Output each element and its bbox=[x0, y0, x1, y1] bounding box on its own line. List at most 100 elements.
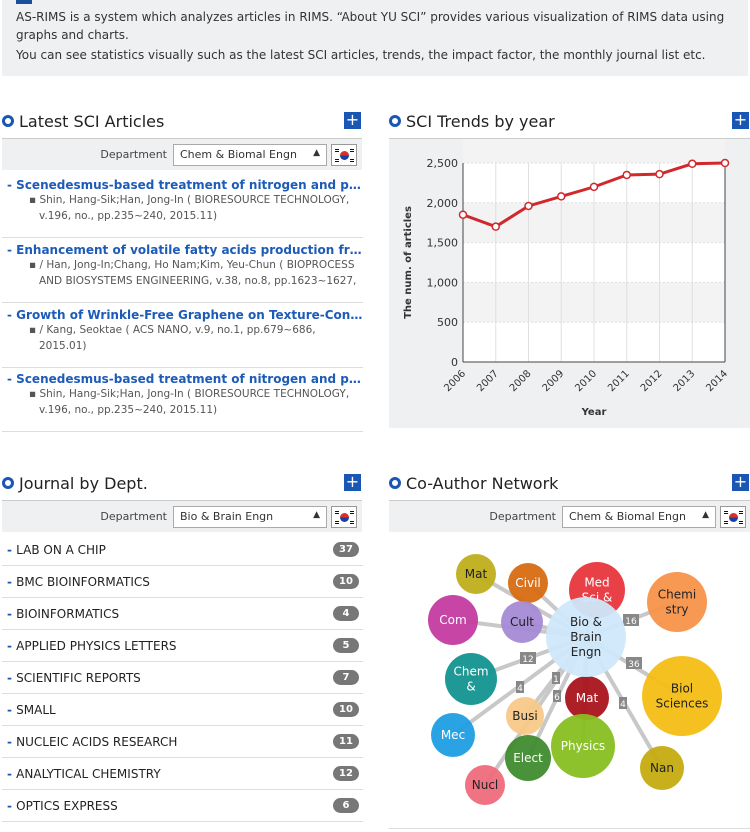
data-point[interactable] bbox=[688, 159, 697, 169]
intro-banner: AS-RIMS is a system which analyzes artic… bbox=[2, 0, 748, 76]
expand-plus-icon[interactable]: + bbox=[344, 110, 361, 129]
svg-text:4: 4 bbox=[517, 684, 523, 694]
expand-plus-icon[interactable]: + bbox=[732, 110, 749, 129]
network-node[interactable]: Mat bbox=[456, 554, 496, 594]
department-filter: Department Bio & Brain Engn ▲ bbox=[2, 500, 362, 532]
article-title-link[interactable]: Scenedesmus-based treatment of nitrogen … bbox=[7, 178, 363, 192]
article-meta: ▪ Shin, Hang-Sik;Han, Jong-In ( BIORESOU… bbox=[29, 194, 350, 222]
intro-line-2: You can see statistics visually such as … bbox=[16, 48, 706, 62]
edge-weight-label: 4 bbox=[516, 681, 524, 694]
data-point[interactable] bbox=[491, 222, 500, 231]
journal-count-badge: 10 bbox=[333, 702, 359, 717]
network-node[interactable]: Mec bbox=[431, 713, 475, 757]
journal-name: NUCLEIC ACIDS RESEARCH bbox=[7, 735, 333, 749]
svg-text:6: 6 bbox=[554, 693, 560, 703]
data-point[interactable] bbox=[557, 192, 566, 201]
department-select[interactable]: Chem & Biomal Engn ▲ bbox=[173, 143, 327, 166]
journal-name: BIOINFORMATICS bbox=[7, 607, 333, 621]
svg-text:36: 36 bbox=[628, 660, 640, 670]
korean-flag-icon[interactable] bbox=[720, 505, 746, 528]
y-tick-label: 2,500 bbox=[427, 157, 459, 170]
network-node-label: Chemi bbox=[658, 588, 696, 602]
journal-count-badge: 4 bbox=[333, 606, 359, 621]
x-tick-label: 2006 bbox=[442, 368, 468, 394]
data-point[interactable] bbox=[589, 182, 599, 192]
article-item: Enhancement of volatile fatty acids prod… bbox=[2, 243, 363, 303]
data-point[interactable] bbox=[458, 210, 468, 219]
network-node[interactable]: Nucl bbox=[465, 765, 505, 805]
network-node[interactable]: Elect bbox=[505, 735, 551, 781]
expand-plus-icon[interactable]: + bbox=[732, 472, 749, 491]
korean-flag-icon[interactable] bbox=[331, 143, 357, 166]
journal-count-badge: 10 bbox=[333, 574, 359, 589]
network-node[interactable]: Chem& bbox=[445, 653, 497, 705]
latest-articles-title: Latest SCI Articles bbox=[2, 110, 164, 132]
data-point[interactable] bbox=[622, 170, 631, 180]
network-node-label: Mec bbox=[441, 728, 465, 742]
svg-text:1: 1 bbox=[553, 675, 559, 685]
panel-title-text: Journal by Dept. bbox=[19, 473, 148, 493]
svg-text:12: 12 bbox=[522, 655, 533, 665]
x-tick-label: 2009 bbox=[541, 368, 567, 394]
department-select-value: Chem & Biomal Engn bbox=[180, 147, 297, 161]
network-node[interactable]: Physics bbox=[551, 714, 615, 778]
article-title-link[interactable]: Enhancement of volatile fatty acids prod… bbox=[7, 243, 363, 257]
network-node-label: Med bbox=[584, 576, 609, 590]
x-tick-label: 2012 bbox=[639, 368, 665, 394]
network-panel: Co-Author Network + Department Chem & Bi… bbox=[389, 472, 750, 832]
network-node[interactable]: Busi bbox=[506, 697, 544, 735]
department-select[interactable]: Chem & Biomal Engn ▲ bbox=[562, 505, 716, 528]
data-point[interactable] bbox=[524, 201, 533, 211]
article-title-link[interactable]: Scenedesmus-based treatment of nitrogen … bbox=[7, 372, 363, 386]
network-node[interactable]: Cult bbox=[501, 601, 543, 643]
y-axis-title: The num. of articles bbox=[403, 206, 414, 319]
journal-count-badge: 7 bbox=[333, 670, 359, 685]
expand-plus-icon[interactable]: + bbox=[344, 472, 361, 491]
select-arrows-icon: ▲ bbox=[313, 509, 320, 520]
article-title-link[interactable]: Growth of Wrinkle-Free Graphene on Textu… bbox=[7, 308, 363, 322]
journal-name: LAB ON A CHIP bbox=[7, 543, 333, 557]
network-node-label: Mat bbox=[465, 567, 488, 581]
data-point[interactable] bbox=[655, 169, 664, 179]
data-point[interactable] bbox=[720, 158, 730, 168]
network-node-label: Com bbox=[439, 613, 466, 627]
select-arrows-icon: ▲ bbox=[702, 509, 709, 520]
network-node[interactable]: Civil bbox=[508, 563, 548, 603]
panel-title-text: Co-Author Network bbox=[406, 473, 559, 493]
journal-name: OPTICS EXPRESS bbox=[7, 799, 333, 813]
network-node[interactable]: Nan bbox=[640, 746, 684, 790]
x-axis-title: Year bbox=[581, 407, 607, 418]
x-tick-label: 2008 bbox=[508, 368, 534, 394]
network-title: Co-Author Network bbox=[389, 472, 558, 494]
y-tick-label: 1,000 bbox=[427, 276, 459, 289]
department-label: Department bbox=[489, 510, 556, 523]
journal-count-badge: 37 bbox=[333, 542, 359, 557]
x-tick-label: 2014 bbox=[704, 368, 730, 394]
svg-text:4: 4 bbox=[620, 700, 626, 710]
network-graph-area: 16 12 36 4 4 1 6 Mat Civil Med Sci & Chemi stry Com Cu… bbox=[389, 532, 750, 829]
korean-flag-icon[interactable] bbox=[331, 505, 357, 528]
journal-name: ANALYTICAL CHEMISTRY bbox=[7, 767, 333, 781]
network-node-label: Engn bbox=[571, 645, 601, 659]
network-node-label: Cult bbox=[510, 615, 534, 629]
department-select[interactable]: Bio & Brain Engn ▲ bbox=[173, 505, 327, 528]
x-tick-label: 2007 bbox=[475, 368, 501, 394]
journal-name: SMALL bbox=[7, 703, 333, 717]
network-node[interactable]: Mat bbox=[565, 676, 609, 720]
journal-name: BMC BIOINFORMATICS bbox=[7, 575, 333, 589]
network-node[interactable]: Com bbox=[428, 595, 478, 645]
journal-count-badge: 11 bbox=[333, 734, 359, 749]
